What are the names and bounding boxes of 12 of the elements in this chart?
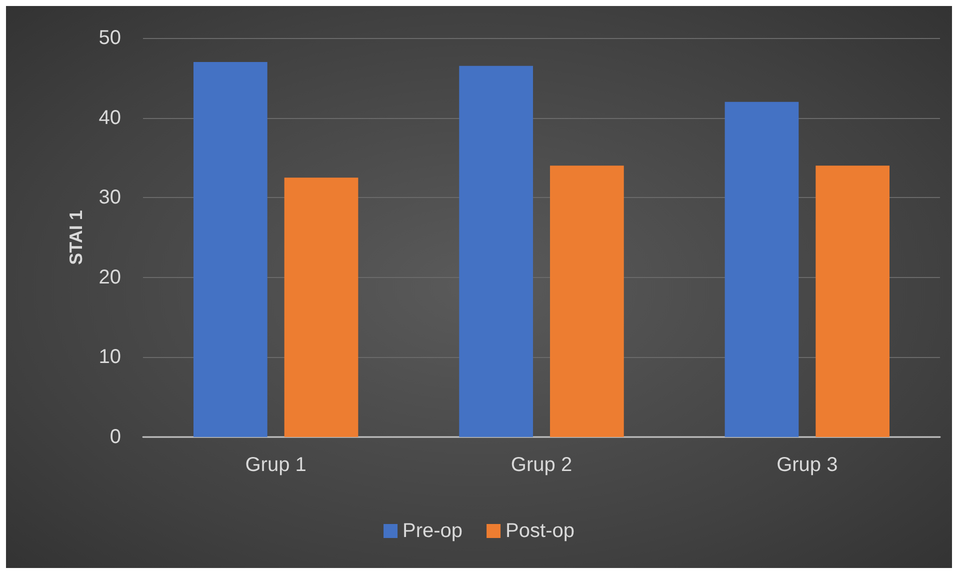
y-tick-label: 20 bbox=[98, 266, 121, 288]
y-tick-label: 50 bbox=[98, 27, 121, 49]
y-tick-label: 10 bbox=[98, 346, 121, 368]
legend-label: Pre-op bbox=[402, 520, 463, 542]
y-tick-label: 40 bbox=[98, 106, 121, 129]
x-tick-label: Grup 3 bbox=[776, 454, 838, 476]
legend-label: Post-op bbox=[506, 520, 574, 542]
x-tick-label: Grup 2 bbox=[510, 454, 572, 476]
x-tick-label: Grup 1 bbox=[245, 454, 306, 476]
y-axis-title: STAI 1 bbox=[66, 210, 86, 265]
y-tick-label: 30 bbox=[98, 186, 121, 209]
y-tick-label: 0 bbox=[110, 426, 121, 448]
